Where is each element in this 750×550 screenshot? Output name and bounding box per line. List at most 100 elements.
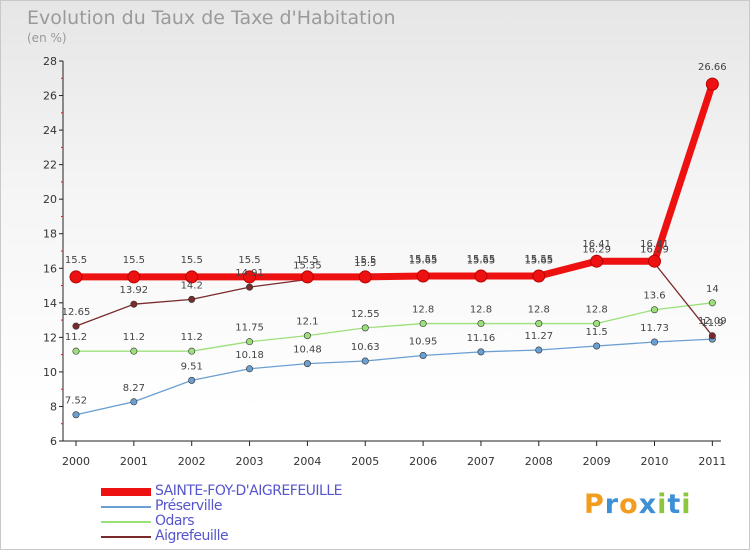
data-point: [477, 320, 485, 328]
logo-letter: x: [638, 489, 658, 520]
proxiti-logo: Proxiti: [584, 489, 692, 520]
data-label: 15.65: [467, 255, 496, 266]
data-point: [650, 306, 658, 314]
series-0: [69, 77, 719, 284]
data-point: [648, 254, 661, 268]
data-label: 15.5: [354, 258, 376, 269]
data-point: [474, 269, 488, 283]
data-point: [358, 270, 372, 284]
y-tick-label: 24: [43, 124, 57, 137]
data-point: [535, 320, 543, 328]
data-point: [593, 320, 601, 328]
legend-swatch: [101, 521, 151, 523]
data-point: [130, 347, 138, 355]
data-point: [303, 360, 311, 368]
data-label: 13.92: [120, 285, 149, 296]
data-label: 15.5: [354, 255, 376, 266]
logo-letter: o: [619, 489, 639, 520]
data-point: [708, 332, 716, 340]
data-point: [188, 376, 196, 384]
data-point: [705, 77, 719, 91]
y-tick-label: 20: [43, 193, 57, 206]
legend-swatch: [101, 488, 151, 496]
data-label: 10.48: [293, 345, 322, 356]
data-label: 13.6: [643, 291, 665, 302]
data-point: [477, 348, 485, 356]
data-point: [72, 411, 80, 419]
logo-letter: P: [584, 489, 605, 520]
data-point: [127, 270, 141, 284]
logo-letter: r: [604, 489, 620, 520]
chart-subtitle: (en %): [27, 31, 67, 45]
x-tick-label: 2001: [120, 455, 148, 468]
series-line: [75, 338, 713, 416]
data-point: [419, 320, 427, 328]
data-label: 12.55: [351, 309, 380, 320]
data-label: 16.29: [582, 244, 611, 255]
y-tick-label: 28: [43, 55, 57, 68]
data-label: 8.27: [123, 383, 145, 394]
x-tick-label: 2010: [641, 455, 669, 468]
y-tick-label: 26: [43, 90, 57, 103]
data-point: [130, 398, 138, 406]
chart-title: Evolution du Taux de Taxe d'Habitation: [27, 7, 396, 29]
x-tick-label: 2004: [293, 455, 321, 468]
legend-label: Aigrefeuille: [155, 528, 229, 544]
data-label: 15.65: [409, 255, 438, 266]
data-label: 14: [706, 284, 719, 295]
data-point: [72, 347, 80, 355]
x-tick-label: 2005: [351, 455, 379, 468]
data-label: 12.8: [586, 305, 608, 316]
legend-label: Odars: [155, 513, 195, 529]
data-label: 11.5: [586, 327, 608, 338]
data-label: 11.9: [701, 318, 723, 329]
data-label: 10.18: [235, 350, 264, 361]
data-label: 12.09: [698, 316, 727, 327]
data-label: 14.91: [235, 268, 264, 279]
x-tick-label: 2009: [583, 455, 611, 468]
y-tick-label: 8: [50, 400, 57, 413]
data-point: [188, 295, 196, 303]
x-tick-label: 2008: [525, 455, 553, 468]
logo-letter: i: [681, 489, 692, 520]
data-label: 12.1: [296, 317, 318, 328]
series-2: [72, 299, 716, 355]
data-label: 15.65: [524, 255, 553, 266]
data-point: [246, 283, 254, 291]
data-label: 16.29: [640, 244, 669, 255]
data-label: 11.2: [181, 332, 203, 343]
data-label: 15.5: [181, 255, 203, 266]
y-tick-label: 18: [43, 228, 57, 241]
data-point: [130, 300, 138, 308]
data-point: [300, 270, 314, 284]
x-tick-label: 2003: [236, 455, 264, 468]
series-3: [72, 259, 716, 340]
data-point: [69, 270, 83, 284]
data-label: 15.5: [123, 255, 145, 266]
data-label: 11.75: [235, 323, 264, 334]
data-point: [188, 347, 196, 355]
y-tick-label: 22: [43, 159, 57, 172]
x-tick-label: 2002: [178, 455, 206, 468]
data-label: 10.63: [351, 342, 380, 353]
data-point: [246, 365, 254, 373]
data-point: [361, 324, 369, 332]
data-label: 16.41: [640, 239, 669, 250]
series-line: [72, 80, 716, 281]
data-label: 12.8: [528, 305, 550, 316]
data-label: 15.55: [524, 254, 553, 265]
legend-swatch: [101, 536, 151, 538]
data-label: 9.51: [181, 361, 203, 372]
x-tick-label: 2006: [409, 455, 437, 468]
data-label: 11.73: [640, 323, 669, 334]
data-label: 12.8: [470, 305, 492, 316]
data-label: 15.5: [238, 255, 260, 266]
series-1: [72, 335, 716, 419]
x-tick-label: 2007: [467, 455, 495, 468]
data-point: [708, 299, 716, 307]
y-tick-label: 10: [43, 366, 57, 379]
logo-letter: t: [667, 489, 682, 520]
logo-letter: i: [657, 489, 668, 520]
data-point: [593, 342, 601, 350]
data-label: 15.55: [467, 254, 496, 265]
